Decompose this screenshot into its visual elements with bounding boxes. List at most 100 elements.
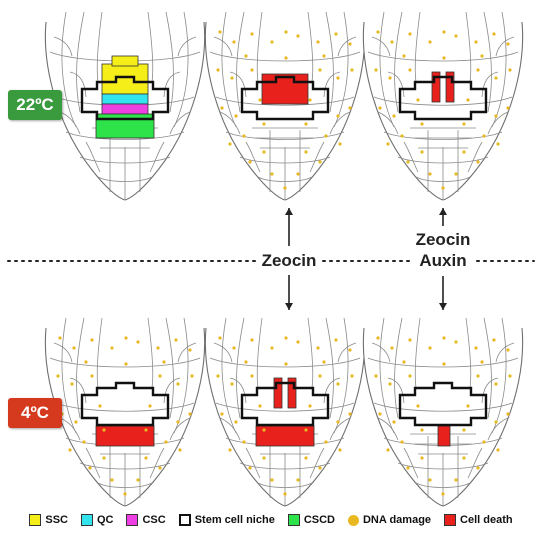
- dna-damage-dot: [162, 360, 166, 364]
- cell-wall-line: [256, 317, 263, 389]
- dna-damage-dot: [420, 428, 424, 432]
- dna-damage-dot: [176, 382, 180, 386]
- dna-damage-dot: [296, 172, 300, 176]
- dna-damage-dot: [480, 54, 484, 58]
- cell-wall-line: [169, 111, 191, 135]
- cell-wall-line: [219, 111, 241, 135]
- dna-damage-dot: [428, 346, 432, 350]
- cell-wall-line: [165, 317, 174, 419]
- dna-damage-dot: [262, 150, 266, 154]
- cell-wall-line: [225, 131, 345, 140]
- cell-wall-line: [373, 96, 513, 106]
- cell-wall-line: [147, 11, 154, 83]
- cell-wall-line: [59, 417, 81, 441]
- dna-damage-dot: [218, 336, 222, 340]
- dna-damage-dot: [230, 382, 234, 386]
- dna-damage-dot: [123, 492, 127, 496]
- dna-damage-dot: [318, 160, 322, 164]
- dna-damage-dot: [250, 32, 254, 36]
- dna-damage-dot: [334, 32, 338, 36]
- dna-damage-dot: [164, 440, 168, 444]
- dna-damage-dot: [416, 98, 420, 102]
- dna-damage-dot: [308, 98, 312, 102]
- dna-damage-dot: [216, 68, 220, 72]
- legend-swatch-dna-damage: [347, 514, 359, 526]
- legend-label-niche: Stem cell niche: [194, 514, 275, 526]
- dna-damage-dot: [262, 456, 266, 460]
- cell-wall-line: [387, 71, 405, 98]
- dna-damage-dot: [250, 374, 254, 378]
- dna-damage-dot: [454, 172, 458, 176]
- dna-damage-dot: [144, 456, 148, 460]
- dna-damage-dot: [220, 106, 224, 110]
- cscd-cells: [95, 113, 155, 139]
- dna-damage-dot: [230, 76, 234, 80]
- cell-wall-line: [329, 417, 351, 441]
- dna-damage-dot: [220, 412, 224, 416]
- dna-damage-dot: [188, 348, 192, 352]
- dna-damage-dot: [178, 448, 182, 452]
- dna-damage-dot: [56, 374, 60, 378]
- legend-item-ssc: SSC: [29, 514, 68, 526]
- legend-item-dna-damage: DNA damage: [347, 514, 431, 526]
- cell-wall-line: [213, 342, 233, 363]
- arrow-up-zeocin-auxin: [439, 208, 447, 226]
- root-panel-cold-control: [44, 317, 206, 507]
- cell-wall-line: [209, 51, 361, 62]
- cell-wall-line: [229, 377, 247, 404]
- cell-wall-line: [165, 11, 174, 113]
- cell-wall-line: [377, 111, 399, 135]
- ssc-cells: [101, 63, 149, 95]
- cell-wall-line: [465, 317, 472, 389]
- legend-swatch-cell-death: [444, 514, 457, 526]
- dna-damage-dot: [402, 360, 406, 364]
- cell-wall-line: [495, 342, 515, 363]
- dna-damage-dot: [482, 134, 486, 138]
- cell-wall-line: [403, 447, 419, 479]
- cell-wall-line: [219, 417, 241, 441]
- dna-damage-dot: [408, 68, 412, 72]
- cell-wall-line: [221, 317, 237, 434]
- dna-damage-dot: [442, 56, 446, 60]
- cell-wall-line: [61, 317, 77, 434]
- cell-wall-line: [467, 141, 483, 173]
- cell-wall-line: [371, 342, 391, 363]
- cell-wall-line: [387, 377, 405, 404]
- dna-damage-dot: [392, 420, 396, 424]
- cell-wall-line: [467, 447, 483, 479]
- cell-wall-line: [76, 11, 85, 113]
- dna-damage-dot: [462, 456, 466, 460]
- cell-wall-line: [323, 71, 341, 98]
- cell-wall-line: [403, 141, 419, 173]
- dna-damage-dot: [258, 98, 262, 102]
- dna-damage-dot: [376, 30, 380, 34]
- csc-cells: [101, 103, 149, 115]
- condition-badge-4c: 4ºC: [8, 398, 62, 428]
- dna-damage-dot: [110, 478, 114, 482]
- cell-wall-line: [256, 11, 263, 83]
- dna-damage-dot: [283, 186, 287, 190]
- cell-wall-line: [379, 11, 395, 128]
- dna-damage-dot: [232, 346, 236, 350]
- root-panel-warm-zeocin-auxin: [362, 11, 524, 201]
- cell-wall-line: [53, 342, 73, 363]
- condition-badge-22c: 22ºC: [8, 90, 62, 120]
- dna-damage-dot: [248, 466, 252, 470]
- arrow-head: [285, 208, 293, 215]
- dna-damage-dot: [441, 186, 445, 190]
- dna-damage-dot: [492, 32, 496, 36]
- dna-damage-dot: [494, 76, 498, 80]
- qc-cells: [101, 93, 149, 105]
- cell-wall-line: [209, 357, 361, 368]
- cell-wall-line: [487, 417, 509, 441]
- dna-damage-dot: [386, 448, 390, 452]
- dna-damage-dot: [148, 404, 152, 408]
- dna-damage-dot: [508, 68, 512, 72]
- dna-damage-dot: [296, 340, 300, 344]
- dna-damage-dot: [248, 160, 252, 164]
- dna-damage-dot: [270, 346, 274, 350]
- cell-wall-line: [329, 111, 351, 135]
- cell-wall-line: [371, 36, 391, 57]
- dna-damage-dot: [494, 420, 498, 424]
- dna-damage-dot: [234, 420, 238, 424]
